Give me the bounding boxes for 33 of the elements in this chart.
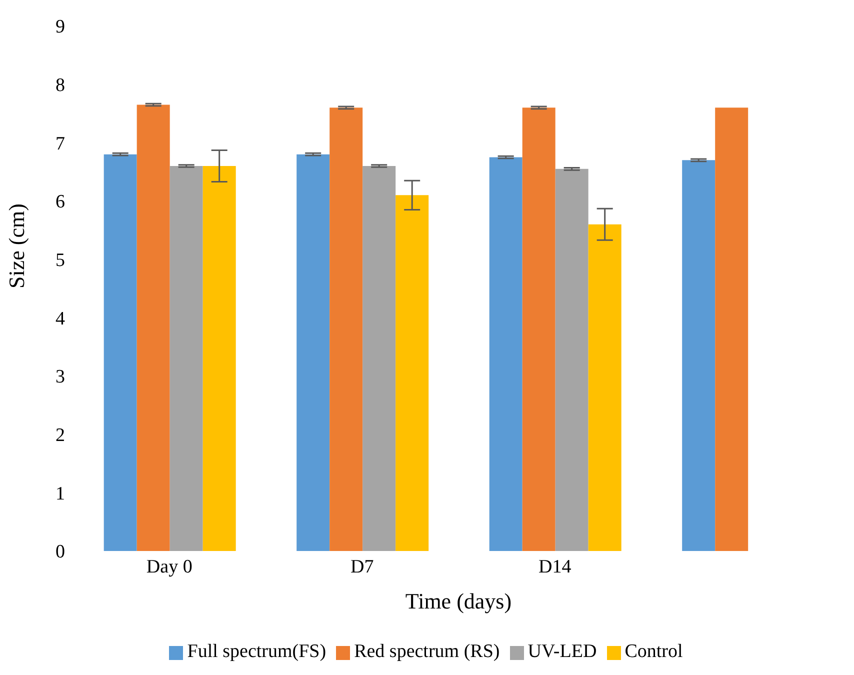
y-tick-label: 6 [56,192,65,213]
bar [330,108,363,551]
x-axis-title: Time (days) [405,588,512,614]
x-tick-label: D7 [350,556,374,578]
y-tick-label: 9 [56,16,65,38]
bar [136,104,170,551]
bar [170,166,203,551]
bar [396,195,429,551]
legend-label: Full spectrum(FS) [187,641,326,662]
x-tick-label: Day 0 [146,556,192,578]
bar [588,224,622,551]
y-tick-label: 1 [56,483,65,504]
y-tick-label: 0 [56,542,65,563]
bar [202,166,236,551]
bar [522,108,556,551]
y-tick-label: 7 [56,133,65,154]
y-tick-label: 4 [56,308,66,330]
legend-label: Control [624,641,683,662]
y-tick-label: 3 [56,366,65,388]
legend-label: Red spectrum (RS) [354,641,500,662]
bar [104,154,137,551]
y-axis-title: Size (cm) [4,204,29,288]
bar [489,157,522,551]
bar [362,166,396,551]
y-tick-label: 2 [56,425,65,446]
bar [682,160,716,551]
y-tick-label: 8 [56,75,65,96]
y-tick-label: 5 [56,250,65,272]
bar [555,168,588,551]
bar [715,108,748,551]
x-tick-label: D14 [538,556,572,578]
bar [296,154,330,551]
legend-label: UV-LED [528,641,597,662]
